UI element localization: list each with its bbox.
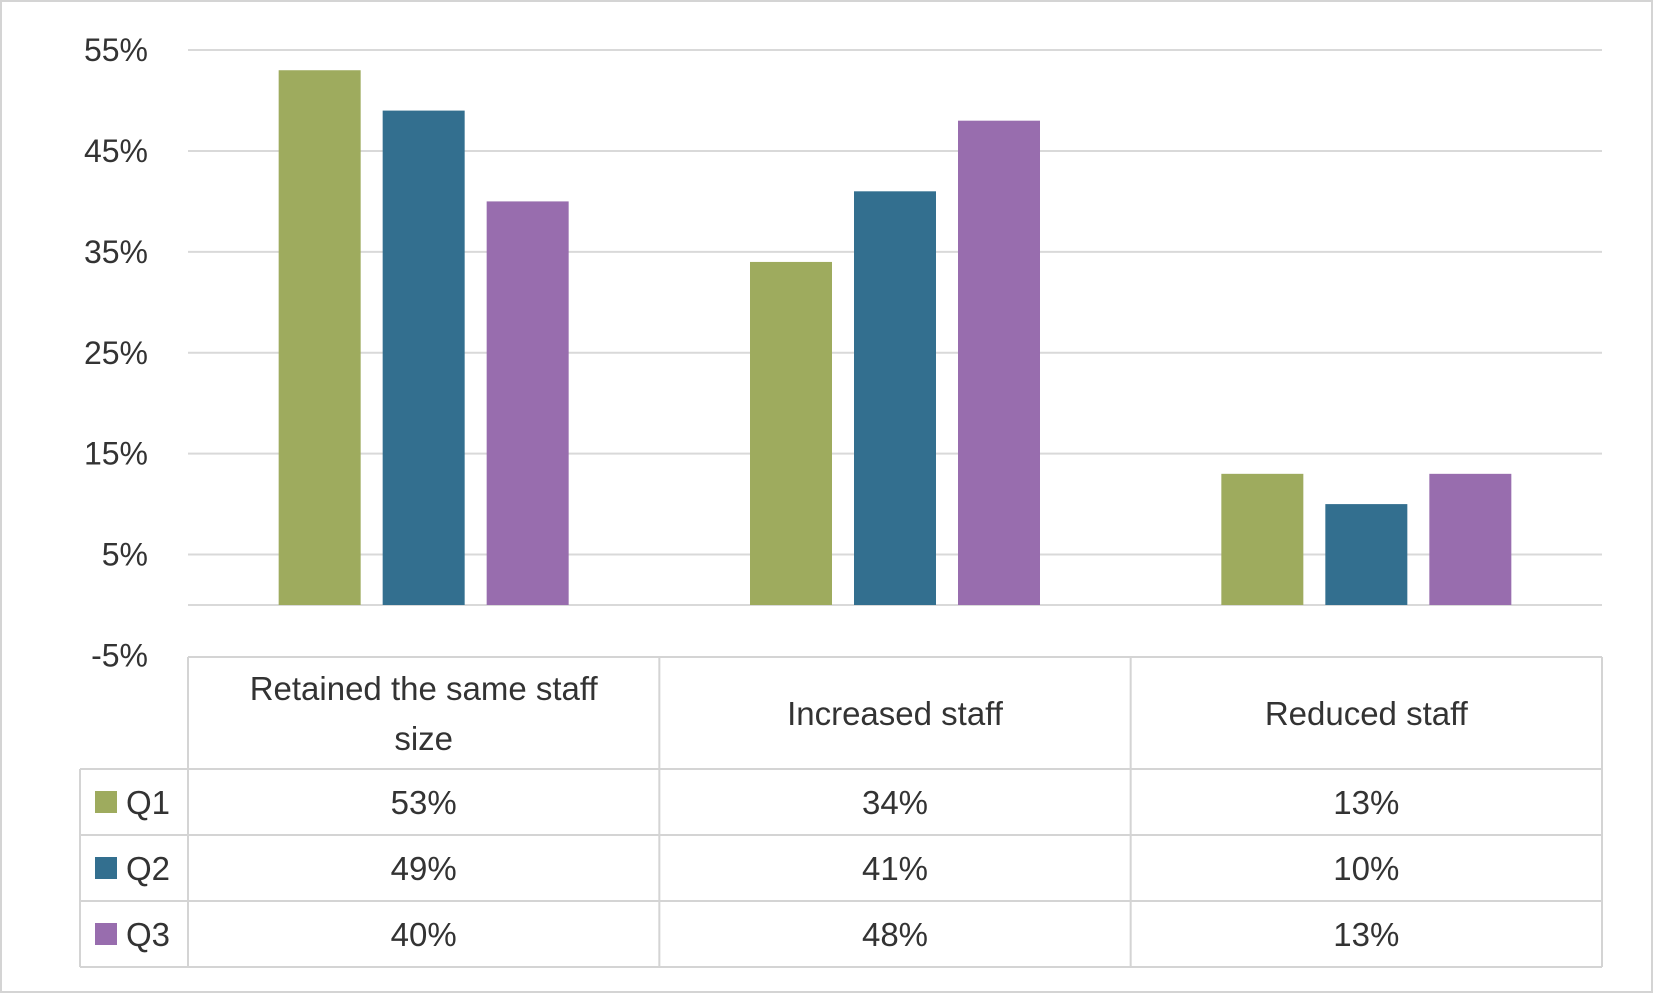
- bar-q1-3: [1221, 473, 1304, 605]
- data-label-q2-2: 41%: [862, 850, 928, 887]
- category-label: Reduced staff: [1265, 695, 1469, 732]
- y-tick-label: 45%: [84, 133, 148, 169]
- data-label-q2-1: 49%: [391, 850, 457, 887]
- bar-q2-2: [854, 191, 936, 605]
- bar-q3-3: [1429, 473, 1512, 605]
- legend-swatch-q2: [95, 857, 117, 879]
- bars: [278, 70, 1512, 606]
- legend-label-q2: Q2: [126, 850, 170, 887]
- category-label: Increased staff: [787, 695, 1004, 732]
- category-label: Retained the same staff: [250, 670, 599, 707]
- legend-label-q1: Q1: [126, 784, 170, 821]
- bar-q3-1: [486, 201, 569, 605]
- data-label-q3-3: 13%: [1333, 916, 1399, 953]
- bar-q1-2: [750, 261, 832, 605]
- y-axis-ticks: 55% 45% 35% 25% 15% 5% -5%: [84, 32, 148, 673]
- data-label-q1-3: 13%: [1333, 784, 1399, 821]
- data-label-q3-2: 48%: [862, 916, 928, 953]
- y-tick-label: 5%: [102, 537, 148, 573]
- legend-swatch-q3: [95, 923, 117, 945]
- data-label-q2-3: 10%: [1333, 850, 1399, 887]
- bar-q3-2: [958, 120, 1040, 606]
- y-tick-label: -5%: [91, 637, 148, 673]
- data-label-q1-2: 34%: [862, 784, 928, 821]
- category-label: size: [394, 720, 453, 757]
- y-tick-label: 25%: [84, 335, 148, 371]
- y-tick-label: 55%: [84, 32, 148, 68]
- data-table: Retained the same staff size Increased sta…: [79, 656, 1603, 968]
- bar-q2-1: [382, 110, 465, 605]
- y-tick-label: 35%: [84, 234, 148, 270]
- data-label-q3-1: 40%: [391, 916, 457, 953]
- bar-q2-3: [1325, 504, 1408, 605]
- legend-swatch-q1: [95, 791, 117, 813]
- legend-label-q3: Q3: [126, 916, 170, 953]
- bar-q1-1: [278, 70, 361, 606]
- y-tick-label: 15%: [84, 436, 148, 472]
- data-label-q1-1: 53%: [391, 784, 457, 821]
